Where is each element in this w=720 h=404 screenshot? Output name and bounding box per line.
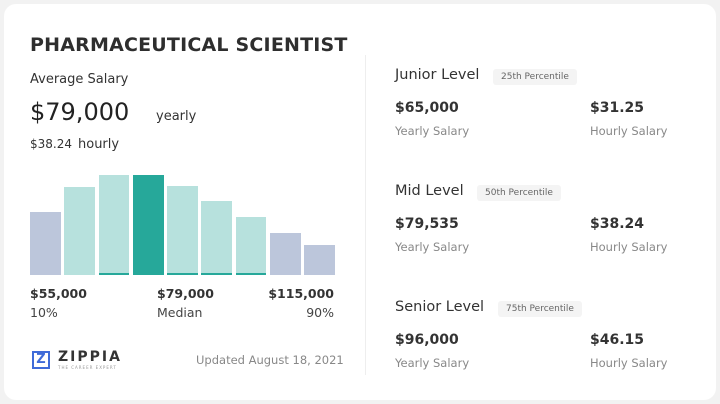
bar xyxy=(304,244,335,275)
average-yearly-salary: $79,000 xyxy=(30,98,130,126)
bar xyxy=(64,187,96,275)
percentile-badge: 75th Percentile xyxy=(498,301,582,317)
bar xyxy=(235,217,267,275)
median-salary: $79,000 xyxy=(157,286,214,301)
job-title: PHARMACEUTICAL SCIENTIST xyxy=(30,34,348,56)
zippia-logo-icon: Z xyxy=(32,351,50,369)
yearly-label: Yearly Salary xyxy=(395,356,470,370)
yearly-unit: yearly xyxy=(156,109,197,124)
percentile-badge: 50th Percentile xyxy=(477,185,561,201)
hourly-label: Hourly Salary xyxy=(590,240,668,254)
hourly-salary: $31.25 xyxy=(590,100,645,116)
percentile-badge: 25th Percentile xyxy=(493,69,577,85)
salary-distribution-chart xyxy=(30,160,335,275)
high-percentile: 90% xyxy=(306,305,334,320)
brand-name: ZIPPIA xyxy=(58,349,122,365)
hourly-value: $38.24 xyxy=(30,137,72,151)
low-percentile: 10% xyxy=(30,305,58,320)
hourly-label: Hourly Salary xyxy=(590,124,668,138)
yearly-label: Yearly Salary xyxy=(395,240,470,254)
yearly-salary: $65,000 xyxy=(395,100,459,116)
yearly-salary: $79,535 xyxy=(395,216,459,232)
bar xyxy=(30,212,61,275)
median-label: Median xyxy=(157,305,203,320)
average-salary-label: Average Salary xyxy=(30,72,129,87)
brand-tagline: THE CAREER EXPERT xyxy=(58,365,117,370)
level-name: Mid Level xyxy=(395,183,464,199)
low-salary: $55,000 xyxy=(30,286,87,301)
yearly-salary: $96,000 xyxy=(395,332,459,348)
bar xyxy=(167,186,198,275)
hourly-label: Hourly Salary xyxy=(590,356,668,370)
hourly-salary: $46.15 xyxy=(590,332,645,348)
yearly-label: Yearly Salary xyxy=(395,124,470,138)
level-name: Senior Level xyxy=(395,299,485,315)
high-salary: $115,000 xyxy=(268,286,334,301)
divider xyxy=(365,55,366,375)
updated-date: Updated August 18, 2021 xyxy=(196,353,344,367)
bar-median xyxy=(132,175,164,275)
bar xyxy=(98,175,130,275)
bar xyxy=(269,232,301,275)
average-hourly: $38.24 hourly xyxy=(30,137,119,152)
bar xyxy=(201,201,233,275)
hourly-unit: hourly xyxy=(78,137,120,152)
level-name: Junior Level xyxy=(395,67,480,83)
hourly-salary: $38.24 xyxy=(590,216,645,232)
